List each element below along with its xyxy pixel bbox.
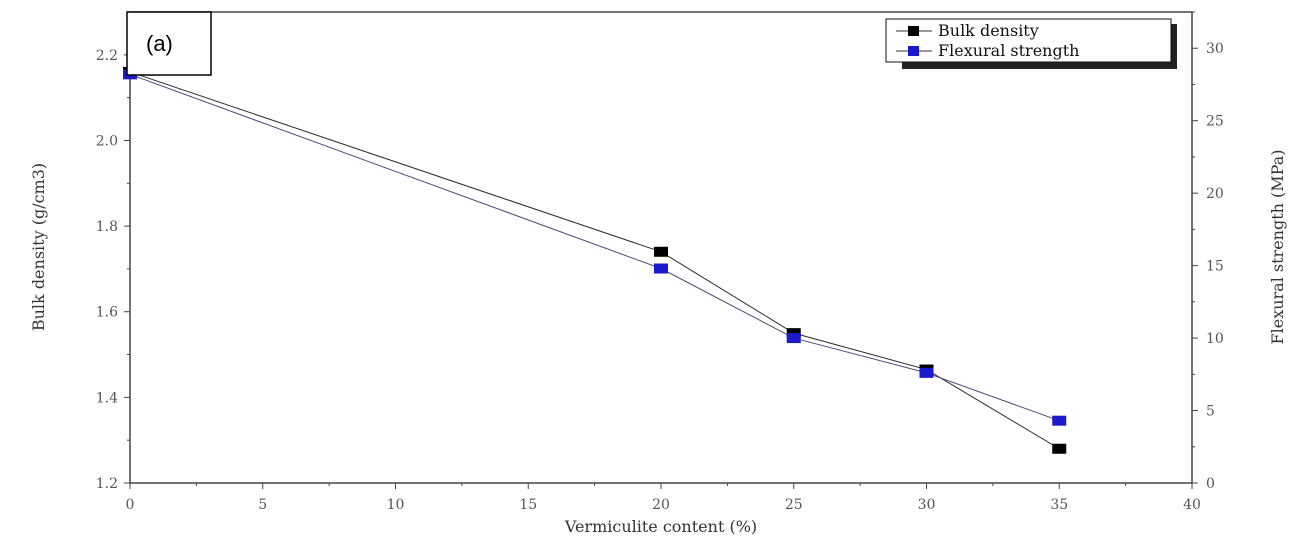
panel-label-text: (a) xyxy=(146,31,173,56)
left-y-tick-label: 1.4 xyxy=(96,390,118,406)
legend-item-bulk-density: Bulk density xyxy=(896,21,1039,40)
data-point-flexural-strength xyxy=(654,263,668,274)
right-y-tick-label: 0 xyxy=(1206,476,1215,492)
left-y-axis-title: Bulk density (g/cm3) xyxy=(29,163,48,331)
legend-marker-bulk-density xyxy=(908,26,919,36)
right-y-tick-label: 10 xyxy=(1206,331,1224,347)
x-tick-label: 35 xyxy=(1050,497,1068,513)
legend-label-flexural-strength: Flexural strength xyxy=(938,41,1079,60)
data-point-flexural-strength xyxy=(919,367,934,378)
legend-item-flexural-strength: Flexural strength xyxy=(896,41,1079,60)
data-point-bulk-density xyxy=(654,246,668,257)
legend: Bulk density Flexural strength xyxy=(885,18,1177,69)
data-point-flexural-strength xyxy=(786,333,801,344)
left-y-tick-label: 2.2 xyxy=(96,48,118,64)
x-tick-label: 25 xyxy=(785,497,803,513)
series-line-bulk-density xyxy=(129,71,1060,450)
x-axis-title: Vermiculite content (%) xyxy=(564,517,757,536)
left-y-tick-label: 1.8 xyxy=(96,219,118,235)
x-tick-label: 15 xyxy=(519,497,537,513)
legend-marker-flexural-strength xyxy=(908,46,919,56)
x-tick-label: 0 xyxy=(126,497,135,513)
x-tick-label: 20 xyxy=(652,497,670,513)
x-tick-label: 10 xyxy=(387,497,405,513)
data-point-bulk-density xyxy=(1052,443,1067,454)
data-point-flexural-strength xyxy=(1052,415,1067,426)
x-tick-label: 30 xyxy=(918,497,936,513)
right-y-tick-label: 15 xyxy=(1206,259,1224,275)
legend-label-bulk-density: Bulk density xyxy=(938,21,1039,40)
x-axis-ticks: 0 5 10 15 20 25 30 35 40 xyxy=(126,483,1201,513)
right-y-tick-label: 20 xyxy=(1206,186,1224,202)
right-y-tick-label: 30 xyxy=(1206,41,1224,57)
panel-label: (a) xyxy=(126,11,212,76)
x-tick-label: 40 xyxy=(1183,497,1201,513)
left-y-tick-label: 1.2 xyxy=(96,476,118,492)
right-y-axis-title: Flexural strength (MPa) xyxy=(1268,150,1287,345)
x-tick-label: 5 xyxy=(258,497,267,513)
left-y-axis-ticks: 1.2 1.4 1.6 1.8 2.0 2.2 xyxy=(96,48,130,492)
series-layer xyxy=(123,66,1067,454)
left-y-tick-label: 2.0 xyxy=(96,133,118,149)
right-y-tick-label: 5 xyxy=(1206,404,1215,420)
right-y-axis-ticks: 0 5 10 15 20 25 30 xyxy=(1192,11,1224,492)
right-y-tick-label: 25 xyxy=(1206,114,1224,130)
left-y-tick-label: 1.6 xyxy=(96,305,118,321)
